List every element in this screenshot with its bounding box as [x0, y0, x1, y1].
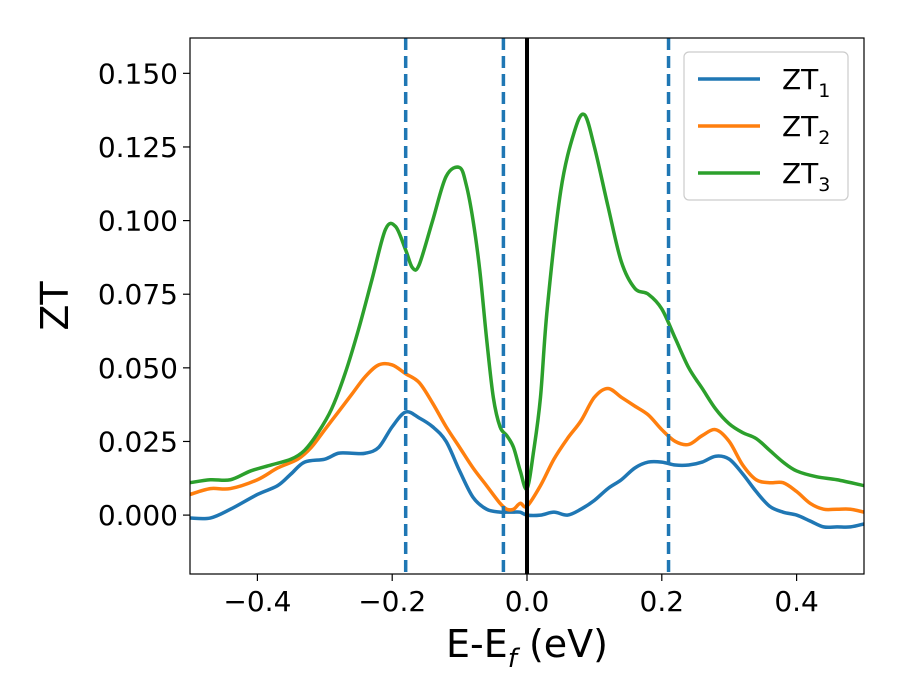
legend-items: ZT1 ZT2 ZT3 — [698, 63, 830, 196]
y-tick-label: 0.025 — [98, 425, 178, 458]
y-axis: 0.000 0.025 0.050 0.075 0.100 0.125 0.150 — [98, 57, 190, 532]
x-axis-title-unit: (eV) — [517, 622, 608, 666]
y-tick-label: 0.100 — [98, 205, 178, 238]
series-line-zt3 — [190, 112, 864, 491]
x-axis-title-main: E-E — [446, 622, 508, 666]
y-tick-label: 0.000 — [98, 499, 178, 532]
y-axis-title: ZT — [33, 281, 77, 331]
series-line-zt1 — [190, 410, 864, 530]
legend-label-zt3: ZT3 — [782, 157, 830, 196]
legend-label-zt1: ZT1 — [782, 63, 830, 102]
y-tick-label: 0.125 — [98, 131, 178, 164]
x-tick-label: 0.0 — [505, 585, 550, 618]
y-tick-label: 0.150 — [98, 57, 178, 90]
y-tick-label: 0.075 — [98, 278, 178, 311]
x-tick-label: 0.2 — [640, 585, 685, 618]
legend-box — [683, 51, 849, 201]
x-tick-label: −0.2 — [358, 585, 426, 618]
legend: ZT1 ZT2 ZT3 — [683, 51, 849, 201]
legend-label-zt2: ZT2 — [782, 110, 830, 149]
x-axis: −0.4 −0.2 0.0 0.2 0.4 — [223, 574, 819, 618]
x-tick-label: −0.4 — [223, 585, 291, 618]
series-layer — [190, 112, 864, 530]
y-tick-label: 0.050 — [98, 352, 178, 385]
x-axis-title: E-Ef (eV) — [446, 622, 608, 674]
vertical-lines-layer — [403, 38, 671, 574]
series-line-zt2 — [190, 361, 864, 514]
x-tick-label: 0.4 — [774, 585, 819, 618]
